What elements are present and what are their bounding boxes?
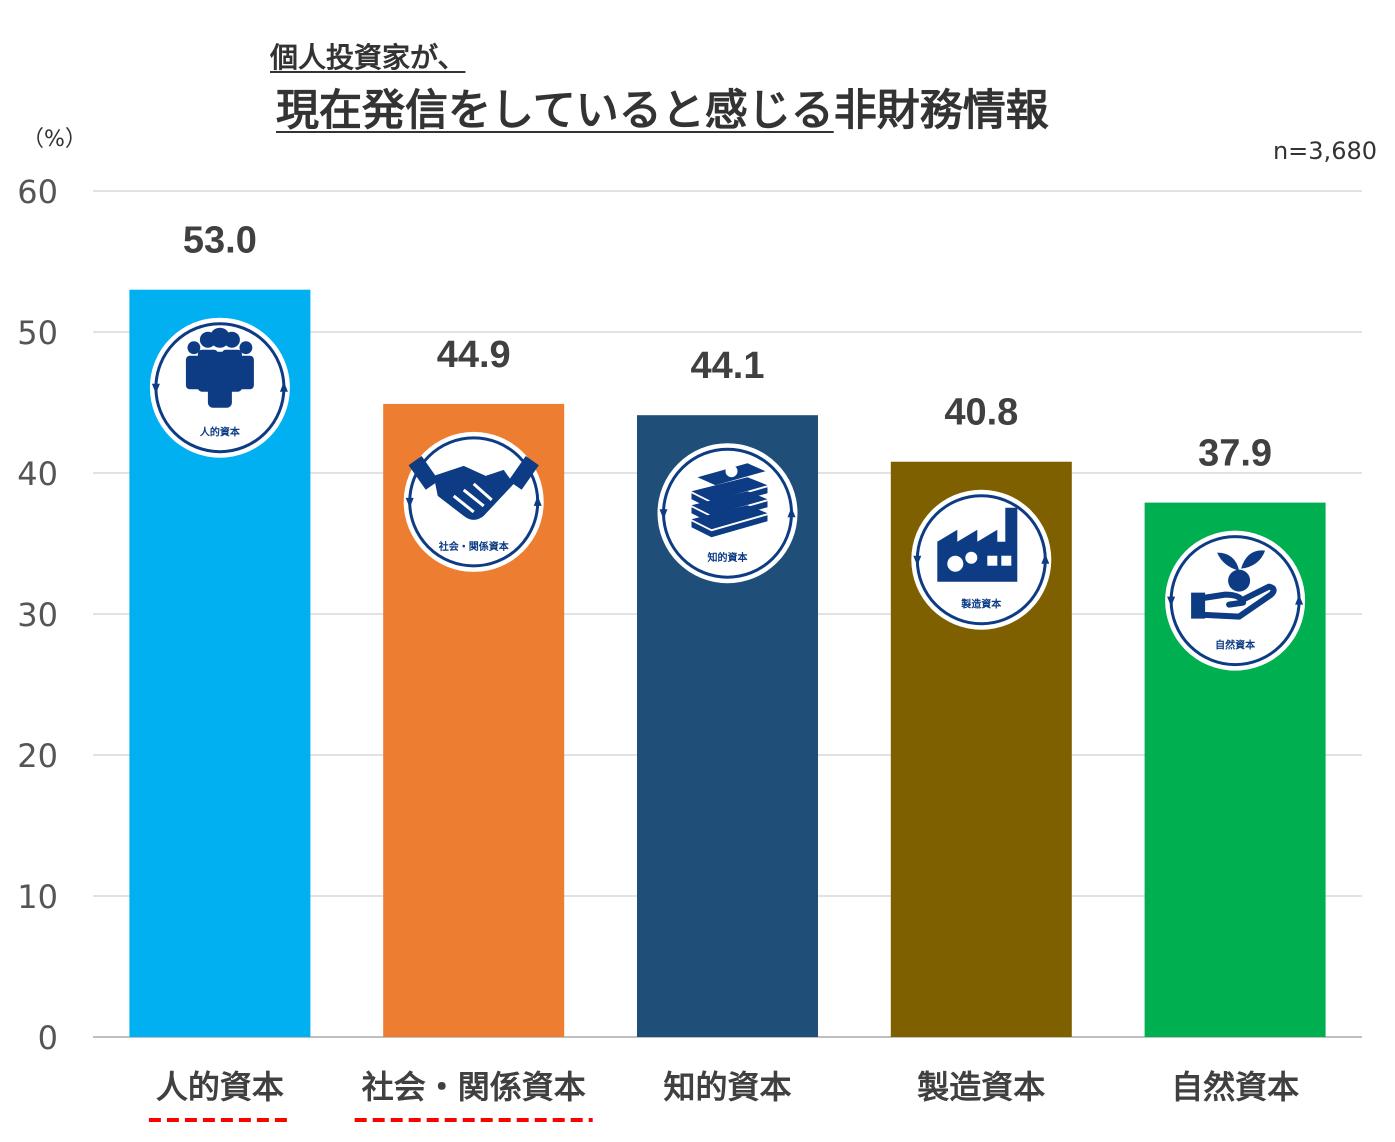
- ring-arrow: [533, 495, 542, 506]
- y-tick-label: 30: [17, 596, 58, 634]
- ring-arrow: [913, 555, 922, 566]
- icon-badge-bg: [1165, 530, 1306, 671]
- icon-label: 知的資本: [707, 551, 749, 564]
- ring-arrow: [279, 381, 288, 392]
- icon-graphic: [408, 456, 539, 520]
- gear-icon: [965, 551, 978, 564]
- people-icon: 人的資本: [149, 317, 290, 458]
- y-unit-label: （%）: [22, 127, 87, 152]
- ring-arrow: [787, 507, 796, 518]
- person-body: [207, 351, 232, 408]
- factory-window: [987, 555, 998, 566]
- book: [691, 477, 768, 502]
- value-label: 44.9: [437, 334, 511, 376]
- book-spine: [691, 487, 768, 510]
- person-head: [187, 341, 201, 355]
- chart-title-line1: 個人投資家が、: [270, 41, 466, 74]
- factory-icon: 製造資本: [911, 489, 1052, 630]
- bulb-icon: [725, 465, 738, 478]
- y-tick-label: 50: [17, 314, 58, 352]
- value-label: 40.8: [944, 392, 1018, 434]
- ring-arrow: [151, 383, 160, 394]
- category-label: 知的資本: [663, 1068, 791, 1106]
- icon-label: 社会・関係資本: [438, 540, 510, 553]
- value-label: 44.1: [691, 345, 765, 387]
- chart-title-underlined: 現在発信をしていると感じる: [276, 86, 834, 136]
- leaf: [1217, 552, 1240, 571]
- value-label: 53.0: [183, 220, 257, 262]
- cuff-right: [508, 456, 539, 490]
- chart-title-rest: 非財務情報: [833, 86, 1049, 136]
- ring-arrow: [659, 509, 668, 520]
- y-tick-label: 0: [38, 1019, 58, 1057]
- cuff: [1191, 592, 1206, 619]
- icon-graphic: [937, 507, 1018, 582]
- factory-window: [1001, 555, 1012, 566]
- icon-graphic: [691, 463, 768, 538]
- sample-size-label: n=3,680: [1272, 137, 1377, 165]
- handshake-icon: 社会・関係資本: [403, 431, 544, 572]
- icon-label: 製造資本: [960, 598, 1002, 611]
- icon-graphic: [1191, 550, 1277, 620]
- chart-title-line2: 現在発信をしていると感じる非財務情報: [276, 76, 1049, 138]
- books-icon: 知的資本: [657, 443, 798, 584]
- category-label: 人的資本: [156, 1068, 284, 1106]
- person-head: [239, 341, 253, 355]
- hands: [433, 465, 514, 520]
- y-tick-label: 20: [17, 737, 58, 775]
- leaf: [1241, 550, 1266, 569]
- book-spine: [691, 501, 768, 524]
- category-label: 自然資本: [1171, 1068, 1299, 1106]
- book-spine: [691, 515, 768, 538]
- ring-arrow: [1167, 596, 1176, 607]
- ring-arrow: [1295, 594, 1304, 605]
- person-head: [209, 327, 230, 348]
- icon-label: 人的資本: [200, 426, 241, 439]
- ring-arrow: [1041, 553, 1050, 564]
- ring-arrow: [405, 497, 414, 508]
- y-tick-label: 10: [17, 878, 58, 916]
- gear-icon: [947, 555, 964, 572]
- hand: [1196, 583, 1277, 620]
- fingers: [452, 482, 493, 514]
- category-label: 製造資本: [917, 1068, 1045, 1106]
- y-tick-label: 40: [17, 455, 58, 493]
- plant-hand-icon: 自然資本: [1165, 530, 1306, 671]
- y-tick-label: 60: [17, 173, 58, 211]
- cuff-left: [408, 456, 439, 490]
- icon-graphic: [185, 327, 254, 408]
- soil: [1228, 569, 1251, 592]
- value-label: 37.9: [1198, 433, 1272, 475]
- category-label: 社会・関係資本: [362, 1068, 586, 1106]
- icon-label: 自然資本: [1215, 639, 1256, 652]
